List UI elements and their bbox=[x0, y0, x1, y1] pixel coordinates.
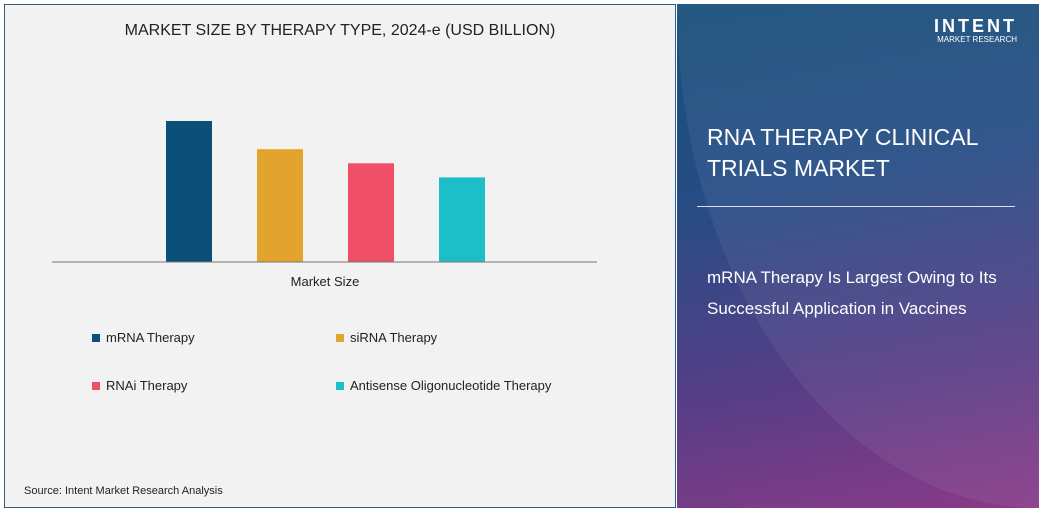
divider bbox=[697, 206, 1015, 207]
legend-label: RNAi Therapy bbox=[106, 378, 188, 393]
legend-item: mRNA Therapy bbox=[92, 330, 195, 345]
legend-item: siRNA Therapy bbox=[336, 330, 437, 345]
legend-item: RNAi Therapy bbox=[92, 378, 187, 393]
report-title: RNA THERAPY CLINICAL TRIALS MARKET bbox=[707, 124, 978, 181]
bar-antisense-oligonucleotide-therapy bbox=[439, 177, 485, 262]
decorative-arc bbox=[677, 4, 1039, 508]
legend-label: Antisense Oligonucleotide Therapy bbox=[350, 378, 552, 393]
legend-swatch bbox=[92, 333, 100, 342]
chart-panel bbox=[4, 4, 676, 508]
legend-label: siRNA Therapy bbox=[350, 330, 438, 345]
bar-mrna-therapy bbox=[166, 121, 212, 262]
report-subtitle: mRNA Therapy Is Largest Owing to Its Suc… bbox=[707, 268, 997, 318]
logo-tagline: MARKET RESEARCH bbox=[937, 35, 1017, 44]
logo-name: INTENT bbox=[934, 16, 1017, 36]
chart-title: MARKET SIZE BY THERAPY TYPE, 2024-e (USD… bbox=[124, 22, 556, 39]
bar-rnai-therapy bbox=[348, 163, 394, 262]
source-note: Source: Intent Market Research Analysis bbox=[24, 485, 223, 497]
bar-chart: Market Size bbox=[52, 121, 597, 289]
bar-sirna-therapy bbox=[257, 149, 303, 262]
info-panel: INTENT MARKET RESEARCH RNA THERAPY CLINI… bbox=[677, 4, 1039, 508]
x-axis-label: Market Size bbox=[291, 274, 360, 289]
legend-swatch bbox=[336, 381, 344, 390]
legend-item: Antisense Oligonucleotide Therapy bbox=[336, 378, 551, 393]
legend-label: mRNA Therapy bbox=[106, 330, 195, 345]
legend-swatch bbox=[336, 333, 344, 342]
logo: INTENT MARKET RESEARCH bbox=[934, 16, 1017, 44]
legend-swatch bbox=[92, 381, 100, 390]
